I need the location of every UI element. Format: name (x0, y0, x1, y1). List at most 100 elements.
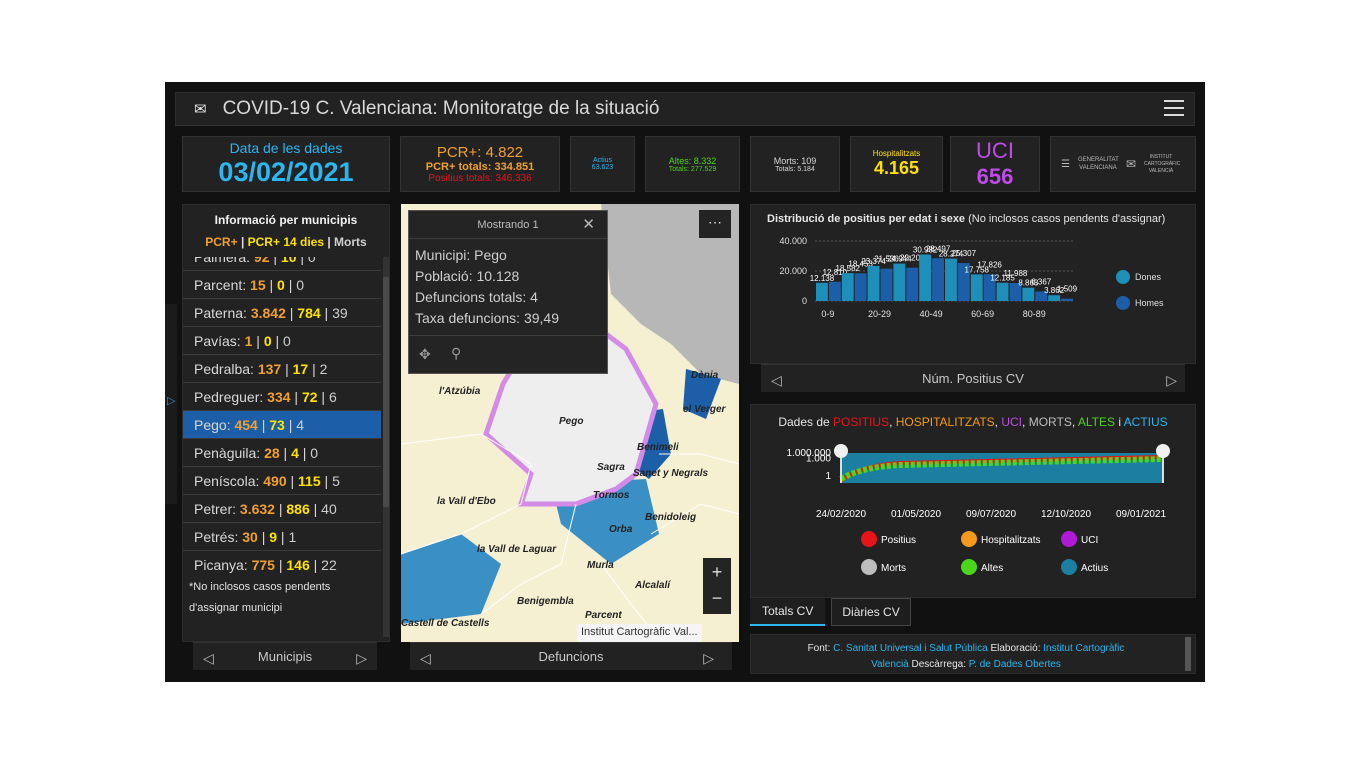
next-arrow-icon[interactable]: ▷ (356, 650, 367, 667)
pan-icon[interactable]: ✥ (419, 346, 431, 363)
age-bar-label: 11.988 (1004, 269, 1028, 278)
age-bar (1022, 288, 1034, 301)
municipi-morts: 0 (310, 445, 318, 461)
age-tabbar: ◁ Núm. Positius CV ▷ (761, 364, 1185, 392)
timeline-w-morts: MORTS (1029, 415, 1072, 429)
municipi-pcr: 3.632 (240, 501, 275, 517)
zoom-out-icon[interactable]: − (703, 586, 731, 610)
zoom-in-icon[interactable]: + (703, 558, 731, 586)
age-y-tick: 20.000 (779, 266, 807, 276)
age-chart-title: Distribució de positius per edat i sexe … (767, 213, 1165, 225)
source-elab-link-2[interactable]: Valencià (871, 659, 909, 670)
age-x-tick: 40-49 (920, 309, 943, 319)
municipi-morts: 4 (296, 417, 304, 433)
tab-diaries-cv[interactable]: Diàries CV (831, 598, 910, 626)
actius-label: Actius (593, 157, 612, 164)
timeline-legend-label: Hospitalitzats (981, 535, 1040, 546)
municipi-pcr: 334 (267, 389, 290, 405)
altes-totals: Totals: 277.529 (669, 166, 716, 173)
municipi-row[interactable]: Paterna: 3.842 | 784 | 39 (183, 299, 381, 327)
age-tab[interactable]: Núm. Positius CV (761, 371, 1185, 386)
popup-title: Mostrando 1 (409, 211, 607, 239)
timeline-title: Dades de POSITIUS, HOSPITALITZATS, UCI, … (751, 415, 1195, 429)
municipi-row[interactable]: Pedreguer: 334 | 72 | 6 (183, 383, 381, 411)
timeline-legend-label: Positius (881, 535, 916, 546)
municipi-row[interactable]: Picanya: 775 | 146 | 22 (183, 551, 381, 573)
map-next-arrow-icon[interactable]: ▷ (703, 650, 714, 667)
generalitat-logo-icon: ☰ (1061, 159, 1070, 170)
hamburger-menu-icon[interactable] (1164, 100, 1184, 118)
timeline-w-actius: ACTIUS (1124, 415, 1168, 429)
age-bar-label: 25.307 (952, 249, 977, 258)
pcr-value: PCR+: 4.822 (437, 144, 523, 161)
municipi-morts: 40 (321, 501, 337, 517)
popup-toolbar: ✥ ⚲ (409, 335, 607, 373)
municipi-name: Petrés: (194, 529, 238, 545)
zoom-to-icon[interactable]: ⚲ (451, 345, 461, 362)
municipi-morts: 2 (320, 361, 328, 377)
municipi-row[interactable]: Pego: 454 | 73 | 4 (183, 411, 381, 439)
municipi-morts: 22 (321, 557, 337, 573)
age-bar (997, 283, 1009, 301)
municipi-row[interactable]: Penàguila: 28 | 4 | 0 (183, 439, 381, 467)
age-bar (945, 259, 957, 301)
municipi-pcr14: 17 (293, 361, 309, 377)
map-label-orba: Orba (609, 524, 633, 535)
hospitalitzats-panel: Hospitalitzats 4.165 (850, 136, 943, 192)
age-legend-label: Homes (1135, 298, 1164, 308)
map-label-castell: Castell de Castells (401, 618, 490, 629)
municipi-name: Petrer: (194, 501, 236, 517)
municipi-morts: 0 (308, 257, 316, 265)
popup-close-icon[interactable]: ✕ (582, 215, 595, 233)
age-bar (842, 273, 854, 301)
municipi-row[interactable]: Pavías: 1 | 0 | 0 (183, 327, 381, 355)
map-label-benigembla: Benigembla (517, 596, 574, 607)
legend-pcr: PCR+ (205, 235, 237, 249)
timeline-x-tick: 24/02/2020 (816, 509, 866, 520)
source-scrollbar[interactable] (1185, 637, 1191, 671)
defuncions-tab[interactable]: Defuncions (410, 649, 732, 664)
dashboard: ✉ COVID-19 C. Valenciana: Monitoratge de… (165, 82, 1205, 682)
map-label-el-verger: el Verger (683, 404, 727, 415)
map-label-parcent: Parcent (585, 610, 622, 621)
uci-value: 656 (977, 164, 1014, 190)
source-panel: Font: C. Sanitat Universal i Salut Públi… (750, 634, 1196, 674)
map-label-murla: Murla (587, 560, 614, 571)
municipi-name: Pavías: (194, 333, 241, 349)
municipi-row[interactable]: Petrer: 3.632 | 886 | 40 (183, 495, 381, 523)
municipi-row[interactable]: Pedralba: 137 | 17 | 2 (183, 355, 381, 383)
actius-panel: Actius 63.623 (570, 136, 635, 192)
tab-totals-cv[interactable]: Totals CV (750, 598, 825, 626)
date-value: 03/02/2021 (218, 157, 353, 188)
side-collapse-handle[interactable]: ▷ (165, 304, 177, 504)
municipi-row[interactable]: Palmera: 92 | 10 | 0 (183, 257, 381, 271)
municipi-pcr: 15 (250, 277, 266, 293)
municipi-row[interactable]: Petrés: 30 | 9 | 1 (183, 523, 381, 551)
altes-panel: Altes: 8.332 Totals: 277.529 (645, 136, 740, 192)
uci-label: UCI (976, 138, 1014, 164)
morts-value: Morts: 109 (774, 156, 817, 166)
pcr-panel: PCR+: 4.822 PCR+ totals: 334.851 Positiu… (400, 136, 560, 192)
map-label-vall-laguar: la Vall de Laguar (477, 544, 557, 555)
source-font-link[interactable]: C. Sanitat Universal i Salut Pública (833, 643, 988, 654)
age-bar (971, 274, 983, 301)
municipi-pcr14: 72 (302, 389, 318, 405)
municipis-scrollbar[interactable] (383, 257, 389, 637)
timeline-x-tick: 12/10/2020 (1041, 509, 1091, 520)
municipis-tab[interactable]: Municipis (193, 649, 377, 664)
municipi-pcr: 137 (258, 361, 281, 377)
popup-content: Municipi: Pego Població: 10.128 Defuncions… (409, 239, 607, 329)
source-desc-link[interactable]: P. de Dades Obertes (969, 659, 1061, 670)
municipi-row[interactable]: Parcent: 15 | 0 | 0 (183, 271, 381, 299)
source-elab-link[interactable]: Institut Cartogràfic (1043, 643, 1124, 654)
municipi-pcr: 454 (234, 417, 257, 433)
municipi-row[interactable]: Peníscola: 490 | 115 | 5 (183, 467, 381, 495)
age-bar-label: 6.367 (1031, 277, 1052, 286)
timeline-range-handle-left (834, 444, 848, 458)
age-next-arrow-icon[interactable]: ▷ (1166, 372, 1177, 389)
logos-panel: ☰ GENERALITAT VALENCIANA ✉ INSTITUT CART… (1050, 136, 1196, 192)
map-label-sanet: Sanet y Negrals (633, 468, 708, 479)
map-menu-button[interactable]: ⋯ (699, 210, 731, 238)
municipi-pcr14: 784 (297, 305, 320, 321)
